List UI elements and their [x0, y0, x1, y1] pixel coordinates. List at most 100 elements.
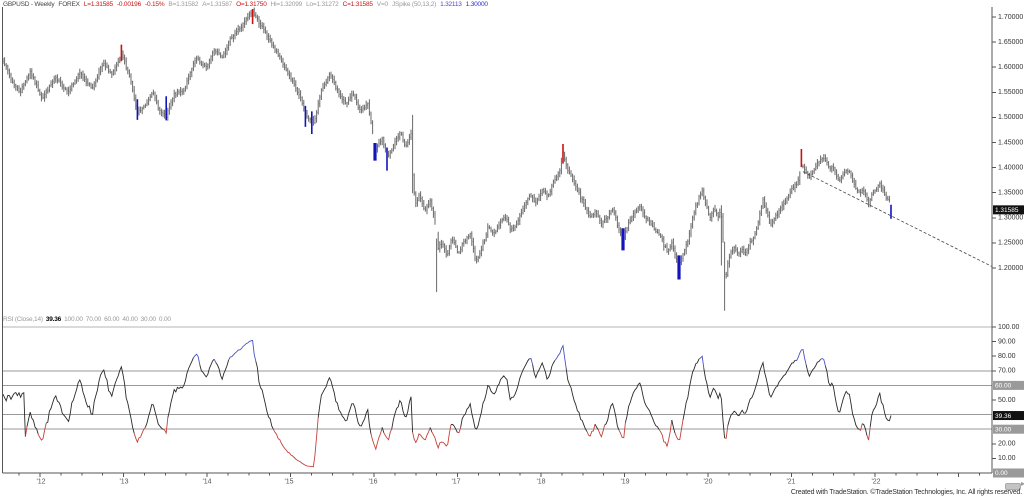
year-label: '13: [119, 478, 128, 485]
rsi-level-label: 100.00: [64, 316, 83, 323]
price-axis-label: 1.70000: [998, 14, 1023, 21]
scrollbar-right-arrow-icon[interactable]: ▸: [1021, 479, 1024, 488]
rsi-level-label: 70.00: [85, 316, 102, 323]
rsi-line: [724, 425, 729, 439]
year-label: '20: [703, 478, 712, 485]
quote-field: GBPUSD - Weekly: [3, 1, 55, 8]
rsi-indicator-label: RSI (Close,14): [3, 316, 43, 323]
quote-field: JSpike (50,13,2): [391, 1, 437, 8]
rsi-line: [565, 368, 588, 432]
year-label: '16: [368, 478, 377, 485]
rsi-line: [869, 391, 892, 427]
spike-low-bars: [136, 96, 892, 280]
rsi-axis-label: 10.00: [998, 455, 1016, 462]
price-axis-label: 1.65000: [998, 39, 1023, 46]
last-price-badge-text: 1.31585: [995, 207, 1019, 214]
price-bars: [2, 7, 890, 311]
scrollbar-thumb[interactable]: [1005, 483, 1021, 490]
rsi-line: [381, 427, 385, 433]
rsi-axis-badge: [993, 424, 1024, 434]
rsi-line: [213, 359, 217, 363]
rsi-line: [624, 382, 660, 430]
rsi-line: [26, 411, 39, 435]
quote-header: GBPUSD - Weekly FOREX L=1.31585 -0.00196 -0.…: [3, 1, 488, 8]
quote-field: FOREX: [58, 1, 80, 8]
rsi-line: [412, 427, 431, 444]
copyright-text: Created with TradeStation. ©TradeStation…: [790, 489, 1022, 496]
quote-field: 1.30000: [465, 1, 488, 8]
rsi-axis-badge: [993, 411, 1024, 421]
rsi-line: [457, 427, 462, 434]
rsi-line: [594, 423, 599, 430]
price-axis-label: 1.30000: [998, 215, 1023, 222]
rsi-line: [2, 391, 26, 437]
rsi-line: [370, 427, 383, 451]
rsi-line: [255, 361, 274, 430]
year-label: '22: [871, 478, 880, 485]
year-label: '14: [202, 478, 211, 485]
rsi-line: [37, 423, 47, 441]
rsi-axis-label: 80.00: [998, 353, 1016, 360]
rsi-line: [824, 365, 860, 430]
rsi-line: [228, 339, 257, 362]
rsi-line: [133, 427, 146, 444]
price-axis-label: 1.60000: [998, 64, 1023, 71]
last-price-badge: [993, 205, 1024, 215]
rsi-line: [805, 359, 821, 378]
rsi-line: [820, 357, 826, 367]
rsi-line: [618, 422, 626, 439]
rsi-line: [532, 360, 556, 380]
rsi-axis-badge: [993, 468, 1024, 478]
rsi-line: [604, 402, 620, 431]
rsi-line: [317, 376, 372, 435]
rsi-line: [597, 425, 606, 439]
down-trendline: [802, 171, 993, 267]
rsi-line: [554, 344, 567, 369]
rsi-line: [794, 348, 807, 366]
rsi-line: [703, 368, 726, 439]
rsi-line: [45, 365, 135, 434]
rsi-line: [866, 426, 871, 441]
rsi-line: [674, 419, 684, 441]
price-axis-label: 1.45000: [998, 139, 1023, 146]
rsi-line: [383, 428, 393, 441]
rsi-line: [727, 360, 796, 426]
year-label: '15: [284, 478, 293, 485]
year-label: '19: [620, 478, 629, 485]
rsi-line: [682, 358, 700, 420]
price-axis-label: 1.20000: [998, 265, 1023, 272]
year-label: '12: [36, 478, 45, 485]
quote-field: 1.32113: [440, 1, 462, 8]
rsi-line: [391, 396, 414, 433]
quote-field: A=1.31587: [202, 1, 233, 8]
rsi-level-label: 40.00: [122, 316, 138, 323]
rsi-line: [167, 357, 194, 418]
rsi-level-label: 60.00: [104, 316, 120, 323]
rsi-level-label: 30.00: [140, 316, 156, 323]
quote-field: -0.00196: [116, 1, 141, 8]
quote-field: Lo=1.31272: [306, 1, 339, 8]
quote-field: B=1.31582: [168, 1, 199, 8]
rsi-line: [162, 417, 169, 435]
rsi-line: [273, 417, 319, 468]
rsi-axis-label: 90.00: [998, 338, 1016, 345]
quote-field: -0.15%: [145, 1, 165, 8]
rsi-line: [698, 355, 705, 369]
rsi-line: [24, 426, 28, 437]
rsi-axis-badge-text: 0.00: [995, 470, 1008, 477]
year-label: '17: [451, 478, 460, 485]
rsi-axis-label: 50.00: [998, 397, 1016, 404]
quote-field: Hi=1.32099: [270, 1, 303, 8]
rsi-axis-label: 100.00: [998, 324, 1020, 331]
quote-field: C=1.31585: [342, 1, 373, 8]
price-axis-label: 1.40000: [998, 164, 1023, 171]
rsi-line: [193, 353, 201, 365]
year-label: '21: [786, 478, 795, 485]
rsi-axis-badge-text: 39.36: [995, 413, 1012, 420]
rsi-line: [586, 424, 596, 437]
rsi-line: [450, 423, 458, 433]
rsi-axis-badge-text: 60.00: [995, 383, 1012, 390]
rsi-level-label: 0.00: [158, 316, 171, 323]
